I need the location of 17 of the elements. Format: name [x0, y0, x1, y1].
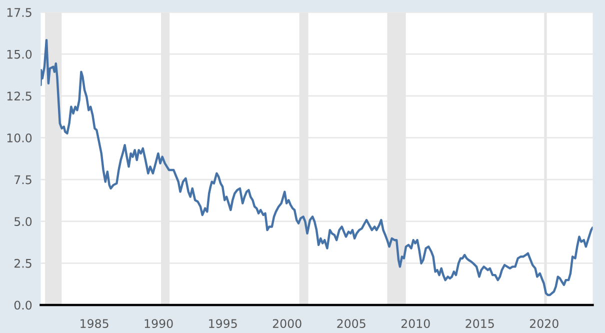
y-tick-label: 5.0 [14, 217, 32, 226]
line-series [40, 38, 593, 296]
x-tick-label: 1985 [80, 319, 108, 328]
x-tick-label: 2020 [530, 319, 558, 328]
y-tick-label: 2.5 [14, 258, 32, 268]
x-tick-label: 2000 [272, 319, 302, 328]
y-tick-label: 17.5 [7, 8, 32, 17]
y-tick-label: 7.5 [14, 175, 32, 184]
y-tick-label: 0.0 [14, 300, 32, 310]
x-tick-label: 1995 [209, 319, 237, 328]
x-tick-label: 2010 [401, 319, 430, 328]
x-tick-label: 2015 [466, 319, 494, 328]
y-tick-label: 12.5 [7, 92, 32, 101]
y-tick-label: 15.0 [7, 50, 32, 59]
y-tick-label: 10.0 [7, 133, 32, 142]
x-tick-label: 1990 [144, 319, 173, 328]
x-tick-label: 2005 [337, 319, 366, 328]
